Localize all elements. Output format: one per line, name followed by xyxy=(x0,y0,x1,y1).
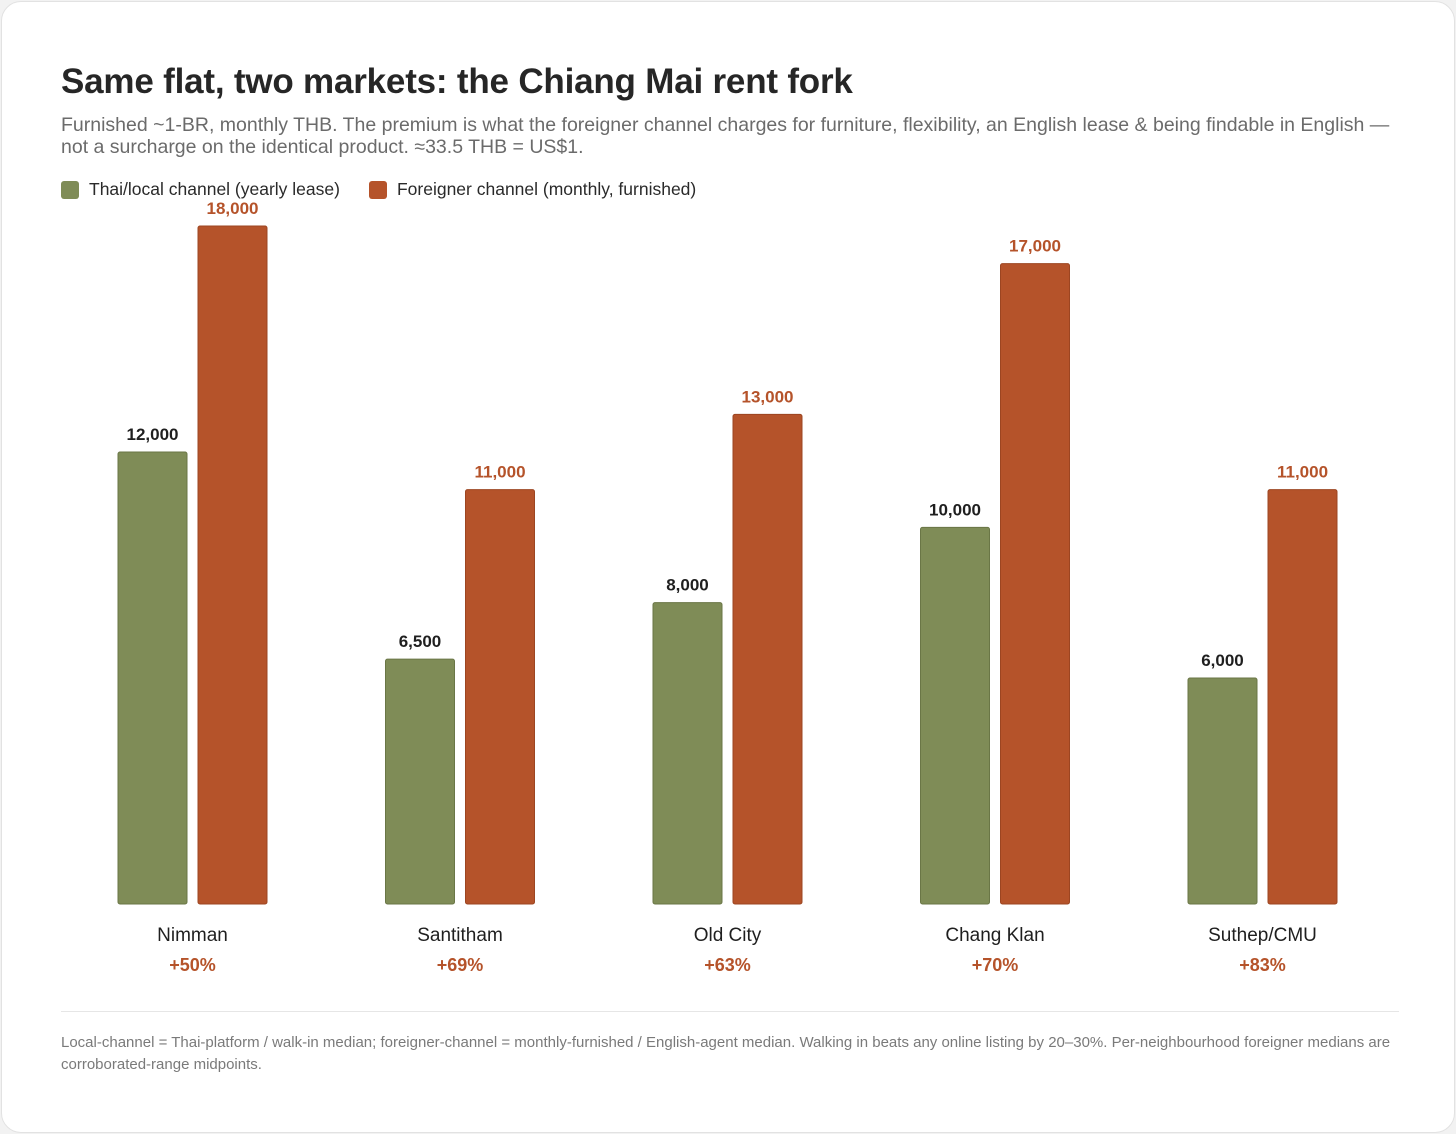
category-label-suthep-cmu: Suthep/CMU xyxy=(1208,925,1317,946)
bar-local-chang-klan xyxy=(920,526,990,905)
legend-item-local: Thai/local channel (yearly lease) xyxy=(61,179,340,200)
category-label-nimman: Nimman xyxy=(157,925,228,946)
legend-swatch-local xyxy=(61,180,79,199)
premium-label-suthep-cmu: +83% xyxy=(1239,955,1286,975)
legend-label-local: Thai/local channel (yearly lease) xyxy=(89,179,340,199)
data-label-foreign-santitham: 11,000 xyxy=(474,463,525,482)
data-label-foreign-nimman: 18,000 xyxy=(207,199,259,218)
footnote-divider xyxy=(61,1011,1399,1012)
bar-foreign-old-city xyxy=(732,413,803,905)
premium-label-nimman: +50% xyxy=(169,955,216,975)
bar-foreign-nimman xyxy=(197,225,268,905)
data-label-foreign-chang-klan: 17,000 xyxy=(1009,237,1061,256)
premium-label-chang-klan: +70% xyxy=(972,955,1019,975)
legend-item-foreign: Foreigner channel (monthly, furnished) xyxy=(368,179,697,200)
data-label-local-chang-klan: 10,000 xyxy=(929,500,981,519)
chart-legend: Thai/local channel (yearly lease) Foreig… xyxy=(61,179,725,200)
bar-local-old-city xyxy=(652,602,723,905)
legend-swatch-foreign xyxy=(368,180,387,199)
legend-label-foreign: Foreigner channel (monthly, furnished) xyxy=(396,179,697,199)
chart-subtitle: Furnished ~1-BR, monthly THB. The premiu… xyxy=(61,114,1390,158)
data-label-foreign-old-city: 13,000 xyxy=(742,387,794,406)
bar-foreign-suthep-cmu xyxy=(1267,489,1338,905)
premium-label-santitham: +69% xyxy=(437,955,484,975)
data-label-local-suthep-cmu: 6,000 xyxy=(1201,651,1244,670)
bar-local-suthep-cmu xyxy=(1187,677,1258,905)
category-label-chang-klan: Chang Klan xyxy=(945,925,1044,946)
data-label-local-nimman: 12,000 xyxy=(127,425,179,444)
bar-foreign-chang-klan xyxy=(1000,263,1070,905)
category-label-old-city: Old City xyxy=(694,925,762,946)
bar-local-nimman xyxy=(117,451,188,905)
bar-foreign-santitham xyxy=(465,489,535,905)
chart-footnote: Local-channel = Thai-platform / walk-in … xyxy=(61,1034,1391,1073)
bar-local-santitham xyxy=(385,658,455,905)
category-label-santitham: Santitham xyxy=(417,925,503,946)
data-label-local-old-city: 8,000 xyxy=(666,576,709,595)
chart-title: Same flat, two markets: the Chiang Mai r… xyxy=(61,62,853,101)
premium-label-old-city: +63% xyxy=(704,955,751,975)
data-label-foreign-suthep-cmu: 11,000 xyxy=(1277,463,1328,482)
data-label-local-santitham: 6,500 xyxy=(399,632,442,651)
